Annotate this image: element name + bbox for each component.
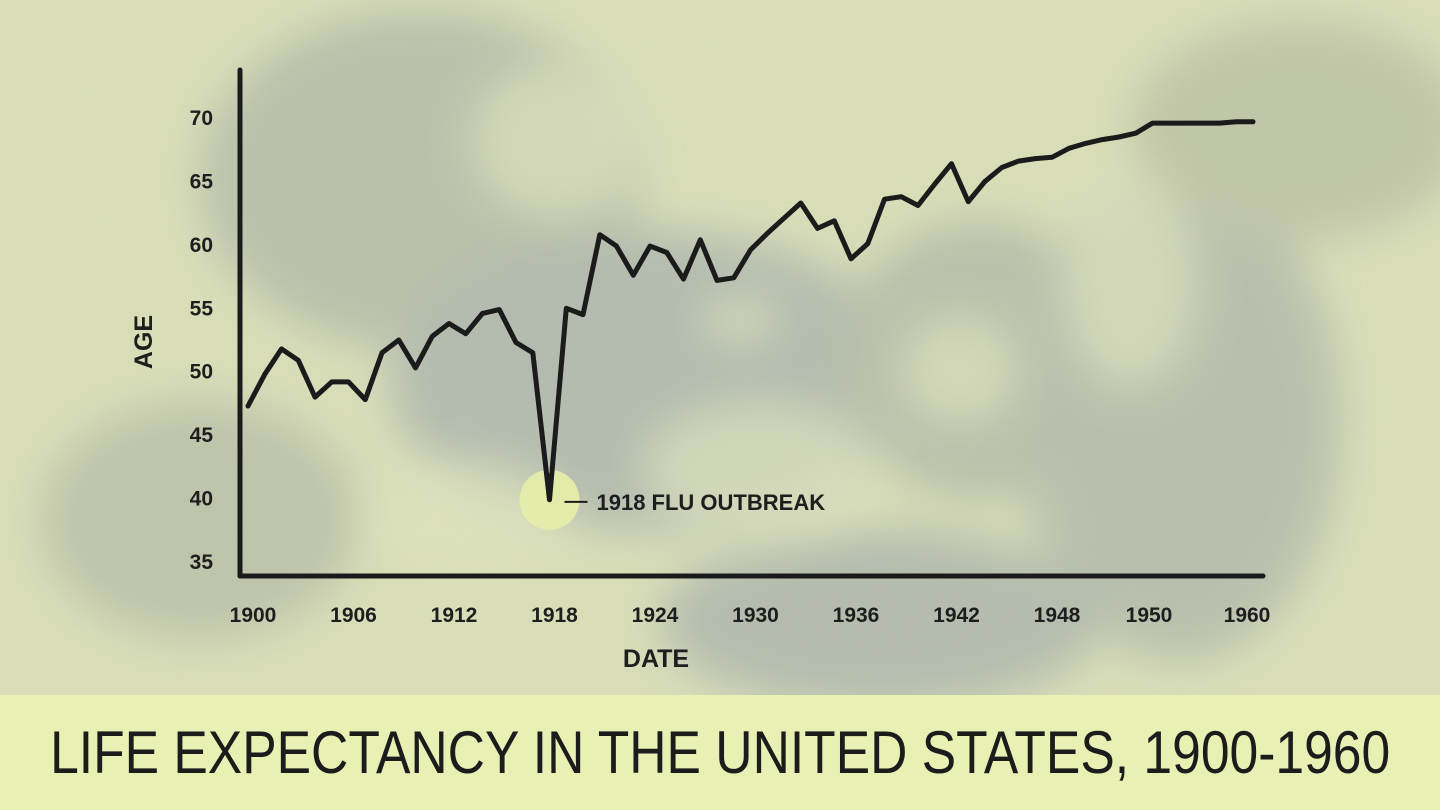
x-tick-label-1950: 1950 [1126,604,1173,627]
y-tick-label-40: 40 [190,488,213,511]
x-tick-label-1936: 1936 [833,604,880,627]
x-tick-label-1942: 1942 [933,604,980,627]
x-tick-label-1960: 1960 [1224,604,1271,627]
x-tick-label-1906: 1906 [330,604,377,627]
annotation-label: 1918 FLU OUTBREAK [597,490,826,515]
y-axis-title: AGE [130,315,158,369]
title-banner: LIFE EXPECTANCY IN THE UNITED STATES, 19… [0,695,1440,810]
x-axis-title: DATE [623,645,689,673]
y-tick-label-35: 35 [190,551,214,574]
x-tick-label-1900: 1900 [230,604,277,627]
series-line-life-expectancy [245,119,1256,503]
chart-title: LIFE EXPECTANCY IN THE UNITED STATES, 19… [49,719,1391,786]
y-tick-label-60: 60 [190,234,213,257]
y-tick-label-55: 55 [190,297,214,320]
x-tick-label-1924: 1924 [632,604,679,627]
x-tick-label-1948: 1948 [1034,604,1081,627]
chart-area: 35 40 45 50 55 60 65 70 1900 1906 1912 1918 1924 193… [0,0,1440,695]
y-tick-label-65: 65 [190,170,214,193]
y-tick-label-45: 45 [190,424,214,447]
y-tick-label-50: 50 [190,361,213,384]
line-chart: 35 40 45 50 55 60 65 70 1900 1906 1912 1918 1924 193… [130,67,1271,673]
x-tick-label-1930: 1930 [732,604,779,627]
y-tick-label-70: 70 [190,107,213,130]
x-tick-label-1912: 1912 [431,604,478,627]
x-tick-label-1918: 1918 [531,604,578,627]
